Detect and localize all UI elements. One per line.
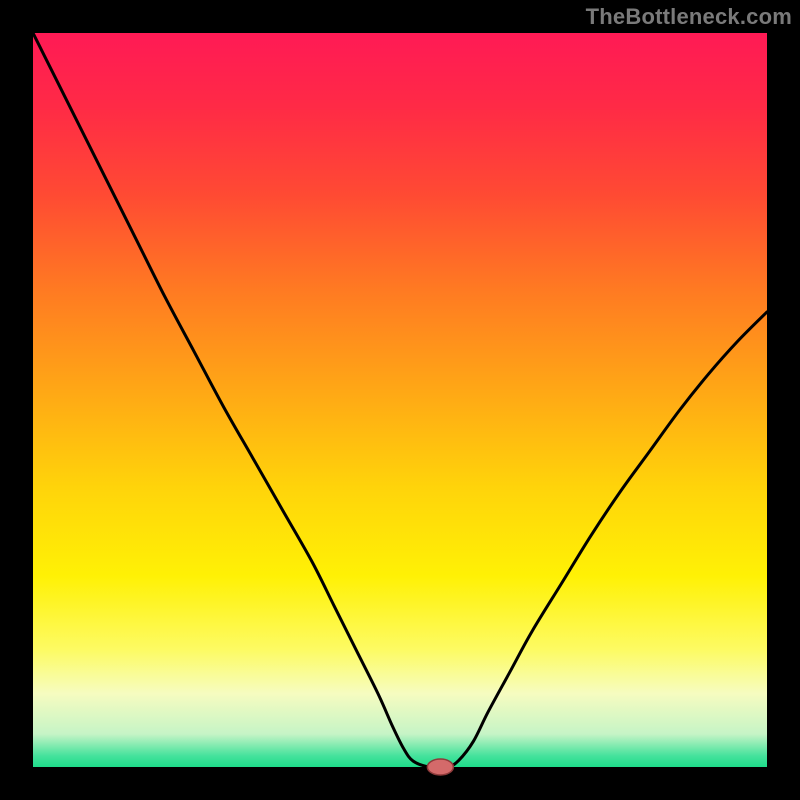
chart-frame: TheBottleneck.com [0,0,800,800]
bottleneck-chart [0,0,800,800]
plot-background [33,33,767,767]
curve-minimum-marker [427,759,453,775]
watermark-text: TheBottleneck.com [586,4,792,30]
